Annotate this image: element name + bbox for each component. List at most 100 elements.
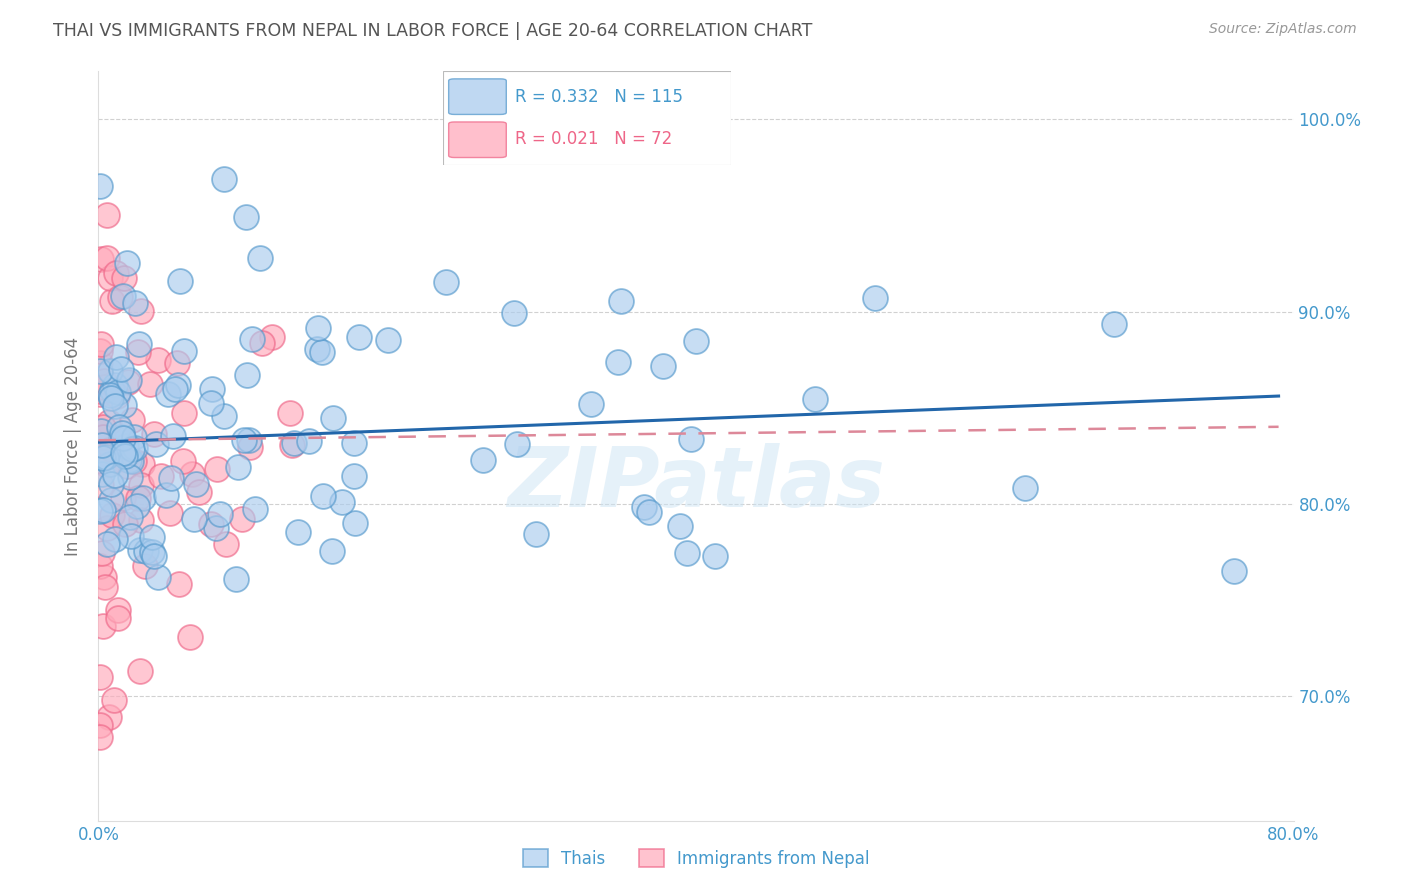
Point (104, 266, 127, 280)
Point (96, 458, 118, 472)
Point (200, 396, 222, 410)
Point (114, 451, 136, 466)
Point (104, 378, 127, 392)
Point (100, 442, 122, 457)
Point (111, 446, 134, 460)
Point (145, 437, 167, 451)
Point (343, 436, 366, 450)
Point (124, 441, 146, 455)
Point (107, 384, 129, 399)
Point (91, 451, 114, 466)
Point (307, 321, 329, 335)
Point (89, 670, 111, 684)
Point (104, 399, 127, 413)
Point (250, 335, 273, 350)
Point (128, 664, 150, 678)
Point (100, 364, 122, 378)
Point (90, 478, 112, 492)
Point (377, 333, 399, 347)
Point (239, 440, 262, 454)
Point (96, 536, 118, 550)
Point (98, 271, 121, 285)
Point (134, 558, 156, 573)
Point (118, 373, 141, 387)
Point (238, 433, 260, 447)
Point (91, 503, 114, 517)
Point (117, 452, 139, 467)
Point (298, 434, 321, 448)
Point (184, 476, 207, 491)
Point (89, 558, 111, 573)
Point (107, 603, 129, 617)
Point (166, 356, 188, 370)
Point (110, 430, 132, 444)
Point (311, 345, 333, 359)
Point (159, 506, 181, 520)
Point (524, 526, 547, 541)
Point (330, 494, 353, 508)
Text: THAI VS IMMIGRANTS FROM NEPAL IN LABOR FORCE | AGE 20-64 CORRELATION CHART: THAI VS IMMIGRANTS FROM NEPAL IN LABOR F… (53, 22, 813, 40)
Point (101, 383, 124, 397)
Point (231, 512, 253, 526)
Text: ZIPatlas: ZIPatlas (508, 443, 884, 524)
Point (127, 344, 149, 359)
Point (89, 730, 111, 744)
Point (146, 353, 169, 368)
Point (120, 528, 142, 542)
Point (91, 546, 114, 560)
Point (89, 503, 111, 517)
Point (232, 434, 254, 448)
Legend: Thais, Immigrants from Nepal: Thais, Immigrants from Nepal (515, 841, 877, 876)
Point (89, 717, 111, 731)
Point (115, 439, 138, 453)
Point (89, 343, 111, 358)
Point (96, 209, 118, 223)
Point (93, 374, 115, 388)
Point (305, 343, 328, 357)
Point (173, 343, 195, 358)
Point (637, 505, 659, 519)
Point (281, 438, 304, 452)
Point (114, 517, 136, 532)
Point (240, 332, 263, 346)
Point (89, 252, 111, 266)
Point (157, 387, 180, 401)
Point (115, 256, 138, 270)
Point (93, 580, 115, 594)
Point (111, 425, 134, 440)
Point (207, 462, 229, 476)
Point (121, 442, 143, 456)
Point (89, 364, 111, 378)
Point (91, 430, 114, 444)
Point (104, 532, 127, 546)
Point (89, 387, 111, 401)
Point (120, 454, 142, 468)
Point (100, 391, 122, 405)
Point (245, 501, 267, 516)
Point (503, 306, 526, 320)
Point (183, 511, 205, 525)
Point (132, 491, 155, 505)
Point (112, 398, 135, 412)
Point (97, 415, 120, 429)
Point (112, 289, 135, 303)
Point (89, 384, 111, 398)
Point (90, 424, 112, 438)
Point (1223, 565, 1246, 579)
Point (129, 513, 152, 527)
Point (100, 457, 122, 471)
Point (236, 368, 259, 383)
Point (668, 518, 690, 533)
Point (685, 334, 707, 349)
Point (107, 610, 129, 624)
Point (118, 470, 141, 484)
Point (96, 521, 118, 535)
Point (101, 508, 124, 522)
Point (652, 359, 675, 373)
Point (610, 293, 633, 308)
Point (506, 436, 529, 450)
Point (114, 271, 136, 285)
Point (804, 392, 827, 407)
Point (581, 397, 603, 411)
Point (162, 429, 184, 443)
